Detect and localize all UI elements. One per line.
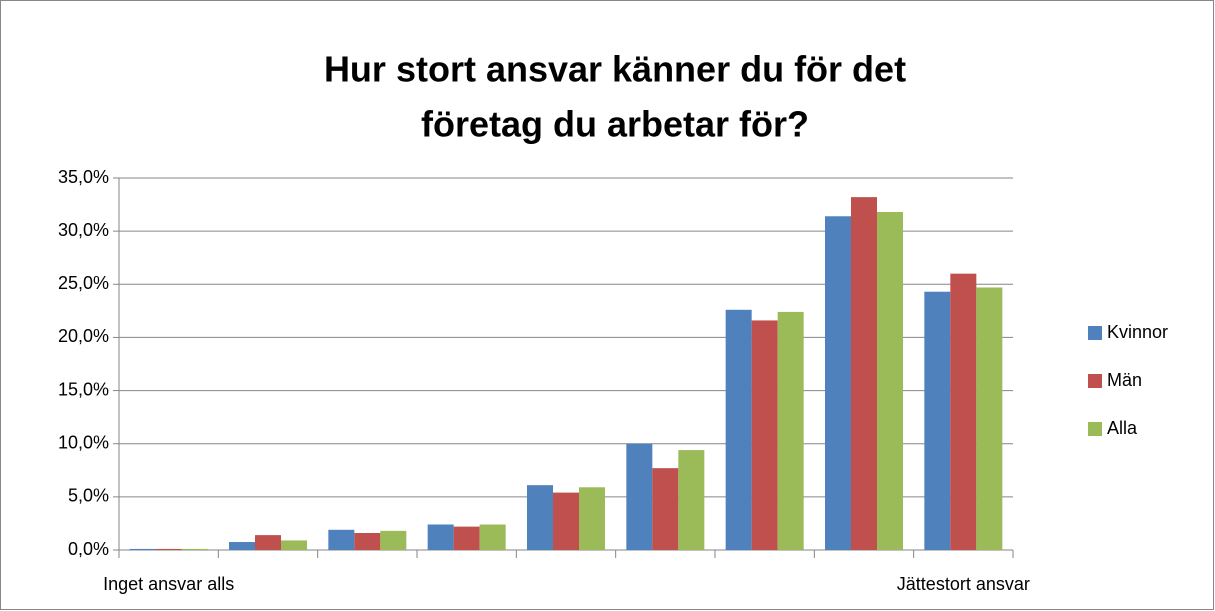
bar bbox=[181, 548, 208, 550]
bar bbox=[380, 530, 407, 550]
y-tick-label: 25,0% bbox=[58, 273, 109, 293]
bar bbox=[950, 273, 977, 550]
y-tick-label: 35,0% bbox=[58, 167, 109, 187]
bar bbox=[354, 532, 381, 550]
y-tick-label: 30,0% bbox=[58, 220, 109, 240]
bar bbox=[851, 197, 877, 551]
bar bbox=[255, 535, 281, 550]
y-tick-label: 5,0% bbox=[68, 486, 109, 506]
bar bbox=[579, 487, 605, 550]
legend-label: Män bbox=[1107, 370, 1142, 390]
bar bbox=[527, 485, 553, 550]
bar bbox=[924, 291, 951, 550]
bar bbox=[129, 548, 156, 550]
legend-label: Kvinnor bbox=[1107, 322, 1168, 342]
y-tick-label: 10,0% bbox=[58, 432, 109, 452]
bar bbox=[825, 216, 851, 550]
x-tick-label: Inget ansvar alls bbox=[103, 574, 234, 594]
chart-title: företag du arbetar för? bbox=[421, 104, 809, 145]
y-tick-label: 0,0% bbox=[68, 539, 109, 559]
legend-label: Alla bbox=[1107, 418, 1138, 438]
bar bbox=[626, 443, 653, 550]
bar bbox=[427, 524, 454, 550]
bar bbox=[652, 468, 679, 550]
bar bbox=[725, 309, 752, 550]
legend-swatch bbox=[1088, 326, 1102, 340]
legend-swatch bbox=[1088, 374, 1102, 388]
chart-title: Hur stort ansvar känner du för det bbox=[324, 49, 906, 90]
x-tick-label: Jättestort ansvar bbox=[897, 574, 1030, 594]
bar bbox=[155, 548, 182, 550]
bar bbox=[328, 529, 355, 550]
bar bbox=[229, 542, 255, 550]
bar bbox=[976, 287, 1003, 550]
bar bbox=[877, 212, 903, 551]
y-tick-label: 15,0% bbox=[58, 379, 109, 399]
bar bbox=[479, 524, 506, 550]
bar bbox=[553, 492, 579, 550]
legend-swatch bbox=[1088, 422, 1102, 436]
bar bbox=[777, 311, 804, 550]
bar bbox=[751, 320, 778, 550]
bar bbox=[453, 526, 480, 550]
bar bbox=[678, 450, 705, 550]
y-tick-label: 20,0% bbox=[58, 326, 109, 346]
bar bbox=[281, 540, 307, 550]
